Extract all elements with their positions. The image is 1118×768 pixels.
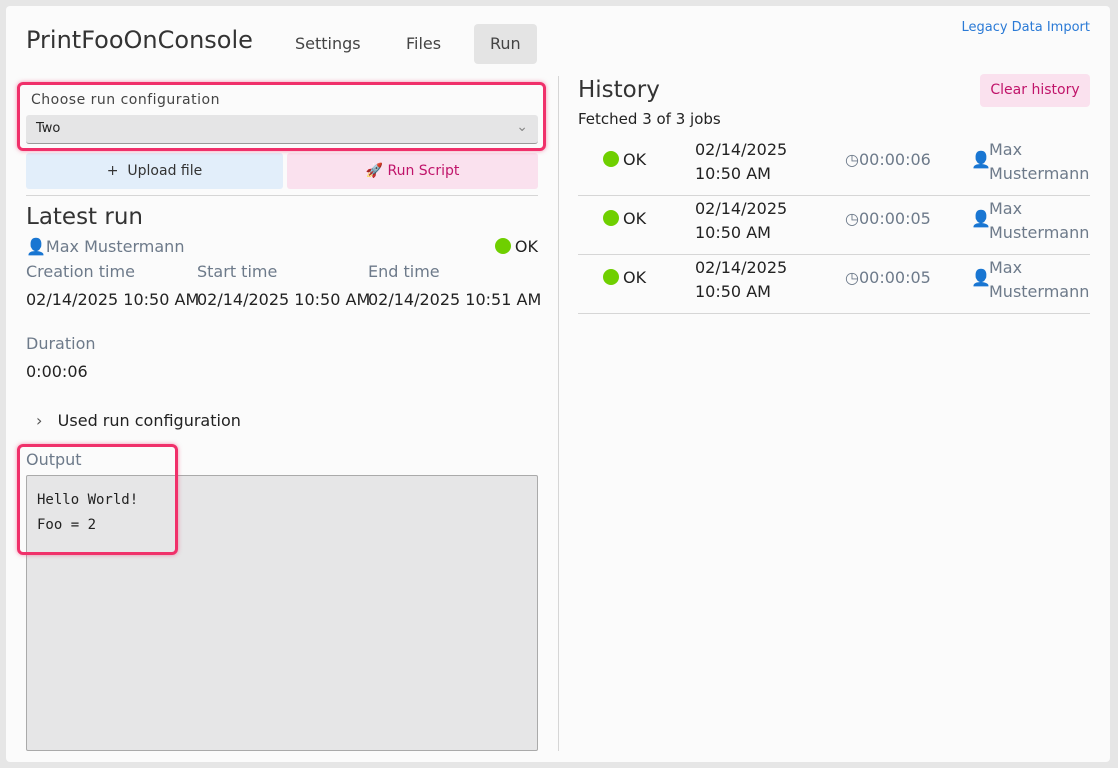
legacy-data-import-link[interactable]: Legacy Data Import (961, 20, 1090, 35)
start-label: Start time (197, 262, 278, 281)
run-script-button[interactable]: 🚀 Run Script (287, 153, 538, 189)
row-duration: 00:00:05 (858, 209, 931, 228)
row-user: Max Mustermann (989, 258, 1090, 301)
creation-label: Creation time (26, 262, 135, 281)
user-icon: 👤 (971, 268, 991, 287)
duration-label: Duration (26, 334, 96, 353)
clear-history-button[interactable]: Clear history (980, 74, 1090, 107)
duration-value: 0:00:06 (26, 362, 88, 381)
latest-run-title: Latest run (26, 204, 143, 230)
history-row[interactable]: OK 02/14/2025 10:50 AM ◷00:00:05 👤 Max M… (578, 196, 1090, 255)
row-time: 02/14/2025 10:50 AM (695, 140, 788, 183)
upload-label: Upload file (127, 163, 203, 179)
history-row[interactable]: OK 02/14/2025 10:50 AM ◷00:00:05 👤 Max M… (578, 255, 1090, 314)
fetched-count: Fetched 3 of 3 jobs (578, 110, 721, 128)
tab-files[interactable]: Files (406, 34, 442, 53)
row-time: 02/14/2025 10:50 AM (695, 258, 788, 301)
row-status: OK (623, 150, 647, 169)
used-config-expander[interactable]: › Used run configuration (36, 411, 241, 430)
creation-value: 02/14/2025 10:50 AM (26, 290, 200, 309)
history-row[interactable]: OK 02/14/2025 10:50 AM ◷00:00:06 👤 Max M… (578, 137, 1090, 196)
user-icon: 👤 (971, 150, 991, 169)
tab-run[interactable]: Run (474, 24, 537, 64)
row-time: 02/14/2025 10:50 AM (695, 199, 788, 242)
divider (26, 195, 538, 196)
status-ok-icon (603, 151, 619, 167)
row-status: OK (623, 268, 647, 287)
end-label: End time (368, 262, 440, 281)
output-label: Output (26, 450, 82, 469)
app-window: PrintFooOnConsole Settings Files Run Leg… (6, 6, 1110, 762)
clock-icon: ◷ (845, 150, 859, 169)
row-user: Max Mustermann (989, 140, 1090, 183)
row-status: OK (623, 209, 647, 228)
status-ok-icon (494, 238, 511, 254)
clock-icon: ◷ (845, 209, 859, 228)
plus-icon: + (106, 163, 119, 179)
user-icon: 👤 (971, 209, 991, 228)
user-icon: 👤 (26, 237, 46, 256)
clock-icon: ◷ (845, 268, 859, 287)
config-label: Choose run configuration (31, 92, 220, 108)
run-label: Run Script (387, 163, 460, 179)
tab-settings[interactable]: Settings (295, 34, 361, 53)
output-console: Hello World! Foo = 2 (26, 475, 538, 751)
upload-file-button[interactable]: + Upload file (26, 153, 283, 189)
history-title: History (578, 77, 660, 103)
chevron-right-icon: › (36, 411, 43, 430)
annotation-box (17, 444, 178, 555)
annotation-box (17, 82, 546, 151)
end-value: 02/14/2025 10:51 AM (368, 290, 542, 309)
chevron-down-icon: ⌄ (516, 119, 528, 135)
row-duration: 00:00:06 (858, 150, 931, 169)
status-badge: OK (494, 237, 538, 256)
status-text: OK (514, 237, 538, 256)
run-config-select[interactable]: Two ⌄ (26, 115, 538, 144)
app-title: PrintFooOnConsole (26, 26, 253, 54)
start-value: 02/14/2025 10:50 AM (197, 290, 371, 309)
panel-divider (558, 76, 559, 751)
select-value: Two (36, 121, 61, 136)
status-ok-icon (603, 269, 619, 285)
latest-user: Max Mustermann (45, 237, 185, 256)
used-config-label: Used run configuration (57, 411, 241, 430)
status-ok-icon (603, 210, 619, 226)
row-duration: 00:00:05 (858, 268, 931, 287)
row-user: Max Mustermann (989, 199, 1090, 242)
rocket-icon: 🚀 (365, 163, 384, 179)
